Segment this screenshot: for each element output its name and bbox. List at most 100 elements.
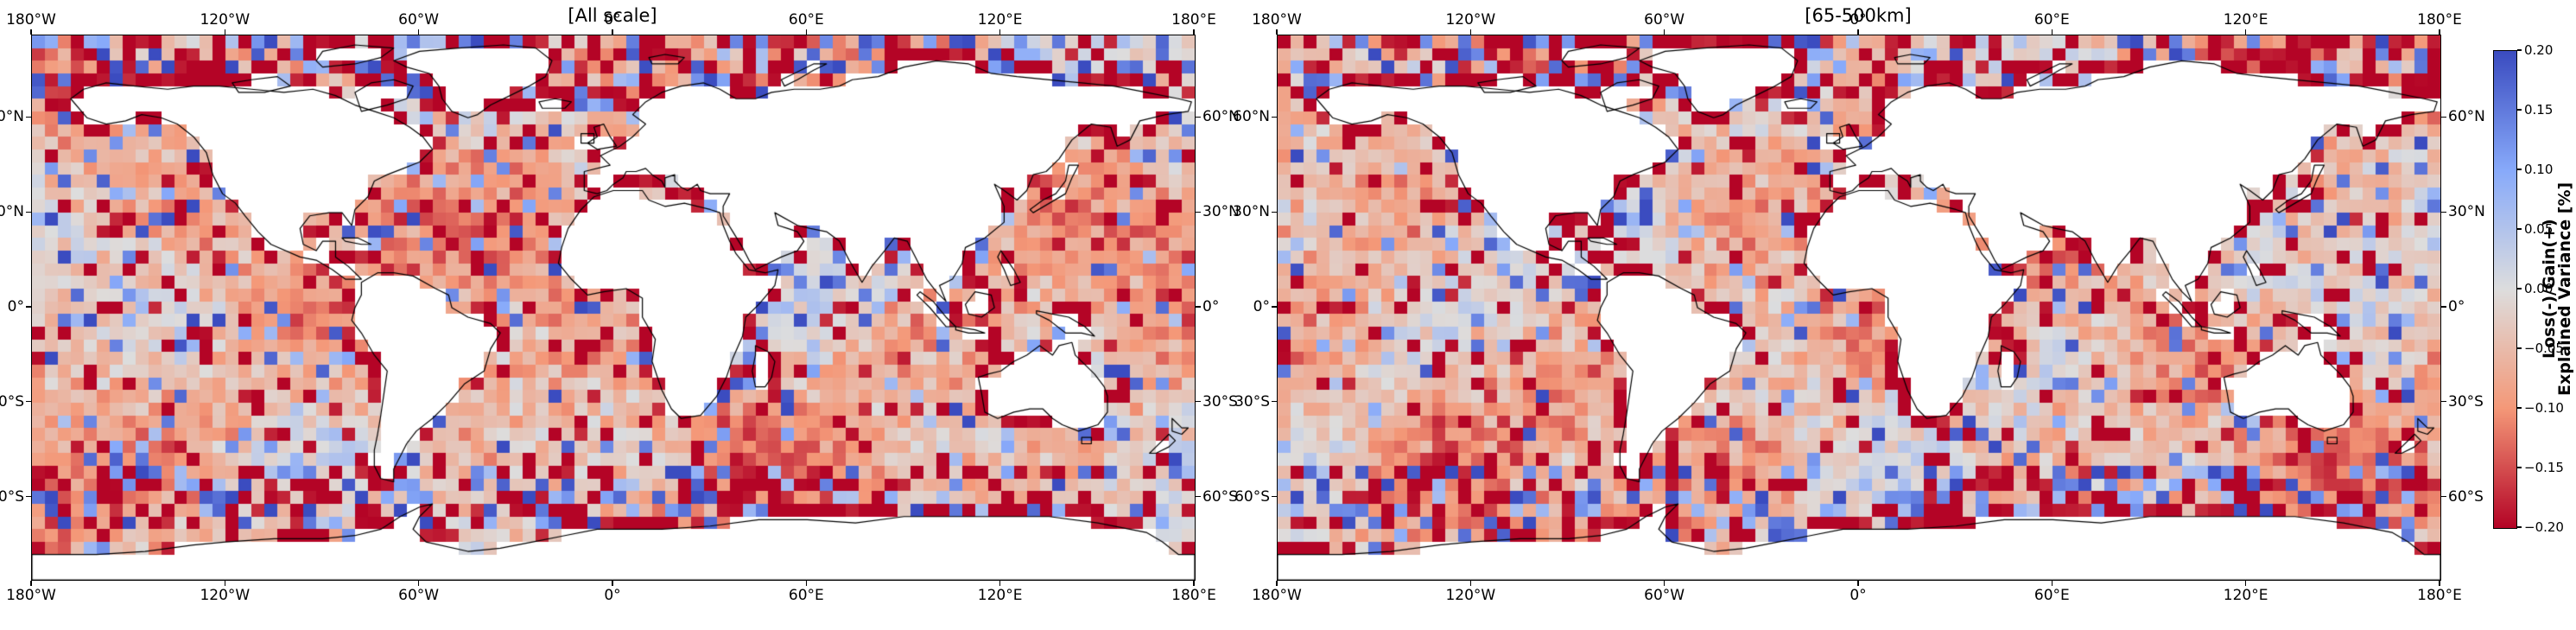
lat-tick-mark-right — [1196, 306, 1201, 308]
lat-tick-label-left: 30°S — [0, 392, 24, 410]
lat-tick-mark-right — [1196, 496, 1201, 498]
lat-tick-mark-right — [1196, 401, 1201, 403]
lat-tick-mark-left — [26, 306, 31, 308]
panel-title-65-500km: [65-500km] — [1805, 5, 1912, 26]
lat-tick-label-right: 60°S — [1202, 487, 1238, 506]
lat-tick-mark-right — [1196, 116, 1201, 118]
lat-tick-mark-left — [1272, 211, 1277, 213]
lat-tick-mark-right — [2441, 211, 2446, 213]
lon-tick-label-top: 120°E — [977, 11, 1023, 29]
lon-tick-mark-top — [1857, 29, 1859, 35]
lat-tick-mark-left — [26, 116, 31, 118]
lon-tick-mark-top — [30, 29, 32, 35]
lon-tick-mark-bottom — [1857, 581, 1859, 586]
lat-tick-mark-left — [26, 496, 31, 498]
lon-tick-label-top: 120°W — [1445, 11, 1496, 29]
lon-tick-mark-top — [1664, 29, 1666, 35]
lat-tick-label-right: 0° — [1202, 298, 1220, 315]
lon-tick-mark-bottom — [30, 581, 32, 586]
colorbar-tick-mark — [2516, 228, 2522, 230]
lon-tick-label-bottom: 180°W — [1252, 587, 1302, 604]
lon-tick-label-top: 120°W — [200, 11, 251, 29]
lon-tick-mark-top — [1276, 29, 1278, 35]
lat-tick-label-right: 30°N — [2448, 203, 2485, 221]
colorbar-tick-label: 0.05 — [2524, 221, 2554, 237]
lon-tick-label-top: 60°E — [788, 11, 824, 29]
map-canvas-65-500km — [1278, 35, 2440, 580]
colorbar-tick-mark — [2516, 347, 2522, 349]
lat-tick-mark-right — [2441, 306, 2446, 308]
lon-tick-label-top: 60°W — [398, 11, 440, 29]
lat-tick-mark-left — [26, 401, 31, 403]
lon-tick-label-top: 180°E — [1171, 11, 1216, 29]
lat-tick-label-right: 60°N — [2448, 108, 2485, 126]
lat-tick-mark-right — [2441, 401, 2446, 403]
lon-tick-mark-bottom — [2051, 581, 2053, 586]
colorbar-tick-mark — [2516, 467, 2522, 468]
lon-tick-mark-bottom — [999, 581, 1001, 586]
lat-tick-label-right: 60°N — [1202, 108, 1240, 126]
map-panel-65-500km — [1277, 35, 2441, 581]
lon-tick-mark-top — [1469, 29, 1471, 35]
colorbar-tick-mark — [2516, 526, 2522, 528]
lon-tick-label-bottom: 0° — [604, 587, 621, 604]
lon-tick-mark-bottom — [1664, 581, 1666, 586]
colorbar-tick-label: −0.05 — [2524, 340, 2564, 356]
lon-tick-label-top: 180°E — [2417, 11, 2462, 29]
lon-tick-mark-bottom — [1276, 581, 1278, 586]
lon-tick-label-bottom: 60°W — [1644, 587, 1685, 604]
lat-tick-label-right: 30°S — [1202, 392, 1238, 410]
lon-tick-mark-top — [1193, 29, 1195, 35]
colorbar — [2493, 50, 2517, 529]
lat-tick-label-left: 0° — [1253, 298, 1270, 315]
lon-tick-label-bottom: 120°E — [977, 587, 1023, 604]
lat-tick-label-left: 30°S — [1234, 392, 1270, 410]
lon-tick-label-bottom: 120°W — [1445, 587, 1496, 604]
lat-tick-mark-right — [2441, 496, 2446, 498]
colorbar-tick-mark — [2516, 49, 2522, 51]
lon-tick-mark-bottom — [1193, 581, 1195, 586]
lon-tick-label-bottom: 60°W — [398, 587, 440, 604]
lon-tick-mark-top — [805, 29, 807, 35]
lat-tick-mark-left — [1272, 496, 1277, 498]
colorbar-tick-label: 0.00 — [2524, 281, 2554, 296]
lat-tick-mark-left — [1272, 116, 1277, 118]
lon-tick-label-bottom: 180°W — [6, 587, 56, 604]
colorbar-tick-label: −0.15 — [2524, 460, 2564, 475]
lon-tick-label-top: 180°W — [1252, 11, 1302, 29]
lat-tick-label-left: 60°N — [0, 108, 24, 126]
lon-tick-mark-bottom — [805, 581, 807, 586]
lon-tick-mark-bottom — [2439, 581, 2440, 586]
colorbar-tick-mark — [2516, 109, 2522, 111]
lon-tick-mark-bottom — [418, 581, 420, 586]
lat-tick-mark-left — [1272, 401, 1277, 403]
lat-tick-label-left: 60°S — [0, 487, 24, 506]
colorbar-tick-label: 0.10 — [2524, 162, 2554, 177]
lon-tick-label-bottom: 60°E — [788, 587, 824, 604]
lat-tick-label-left: 30°N — [0, 203, 24, 221]
colorbar-tick-label: −0.10 — [2524, 400, 2564, 416]
lon-tick-mark-bottom — [2245, 581, 2247, 586]
lon-tick-label-bottom: 180°E — [2417, 587, 2462, 604]
lat-tick-label-left: 0° — [7, 298, 24, 315]
lon-tick-label-top: 0° — [1850, 11, 1867, 29]
colorbar-tick-label: 0.20 — [2524, 42, 2554, 58]
lon-tick-mark-top — [2245, 29, 2247, 35]
panel-title-all-scale: [All scale] — [568, 5, 657, 26]
lat-tick-mark-right — [2441, 116, 2446, 118]
colorbar-gradient — [2494, 51, 2516, 528]
lon-tick-label-bottom: 180°E — [1171, 587, 1216, 604]
lon-tick-mark-top — [999, 29, 1001, 35]
lat-tick-mark-left — [1272, 306, 1277, 308]
lon-tick-mark-bottom — [1469, 581, 1471, 586]
colorbar-tick-label: 0.15 — [2524, 102, 2554, 118]
lon-tick-mark-top — [2051, 29, 2053, 35]
lat-tick-label-right: 0° — [2448, 298, 2465, 315]
colorbar-tick-label: −0.20 — [2524, 519, 2564, 535]
map-canvas-all-scale — [32, 35, 1195, 580]
lon-tick-label-top: 120°E — [2223, 11, 2268, 29]
colorbar-tick-mark — [2516, 288, 2522, 290]
lat-tick-mark-right — [1196, 211, 1201, 213]
lat-tick-label-left: 60°N — [1233, 108, 1270, 126]
